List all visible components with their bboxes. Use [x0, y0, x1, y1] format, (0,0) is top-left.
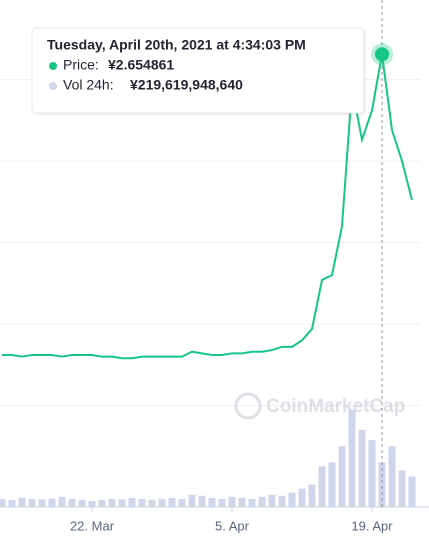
volume-bar — [118, 499, 126, 507]
volume-bar — [88, 500, 96, 507]
volume-bar — [328, 462, 336, 507]
volume-bar — [228, 496, 236, 507]
x-tick-label: 19. Apr — [351, 518, 393, 533]
volume-bar — [298, 488, 306, 507]
volume-bar — [368, 440, 376, 507]
volume-bar — [158, 498, 166, 507]
volume-bar — [48, 498, 56, 507]
volume-bar — [358, 429, 366, 507]
volume-bar — [38, 499, 46, 507]
volume-bar — [348, 409, 356, 507]
tooltip-value: ¥219,619,948,640 — [130, 77, 243, 93]
volume-bar — [248, 498, 256, 507]
volume-bar — [138, 498, 146, 507]
volume-bar — [208, 497, 216, 507]
volume-bar — [308, 484, 316, 507]
price-line — [2, 54, 413, 360]
x-tick-label: 22. Mar — [70, 518, 115, 533]
volume-bar — [398, 470, 406, 507]
volume-bar — [318, 466, 326, 507]
volume-bar — [388, 446, 396, 507]
tooltip-box — [31, 27, 365, 114]
volume-bar — [128, 497, 136, 507]
tooltip: Tuesday, April 20th, 2021 at 4:34:03 PM P… — [31, 27, 366, 115]
volume-bar — [268, 494, 276, 507]
watermark-logo — [234, 392, 262, 420]
volume-bar — [408, 476, 416, 507]
watermark-text: CoinMarketCap — [266, 396, 405, 417]
tooltip-value: ¥2.654861 — [108, 57, 174, 73]
volume-bar — [278, 495, 286, 507]
volume-bar — [178, 498, 186, 507]
tooltip-date: Tuesday, April 20th, 2021 at 4:34:03 PM — [47, 37, 306, 53]
tooltip-label: Price: — [63, 57, 99, 73]
volume-bar — [238, 497, 246, 507]
volume-bar — [68, 498, 76, 507]
volume-bar — [188, 494, 196, 507]
volume-bar — [198, 495, 206, 507]
volume-bar — [108, 498, 116, 507]
volume-bar — [258, 496, 266, 507]
volume-bar — [0, 498, 6, 507]
volume-bar — [78, 499, 86, 507]
volume-bar — [8, 499, 16, 507]
volume-bar — [378, 462, 386, 507]
legend-dot — [49, 62, 57, 70]
volume-bar — [168, 497, 176, 507]
x-tick-label: 5. Apr — [215, 518, 250, 533]
volume-bar — [58, 496, 66, 507]
volume-bar — [28, 498, 36, 507]
volume-bar — [148, 499, 156, 507]
volume-bar — [218, 498, 226, 507]
volume-bar — [338, 446, 346, 507]
watermark: CoinMarketCap — [234, 392, 405, 420]
volume-bar — [288, 492, 296, 507]
hover-dot — [375, 47, 389, 62]
volume-bar — [18, 497, 26, 507]
tooltip-label: Vol 24h: — [63, 77, 114, 93]
volume-bar — [98, 499, 106, 507]
legend-dot — [49, 82, 57, 90]
